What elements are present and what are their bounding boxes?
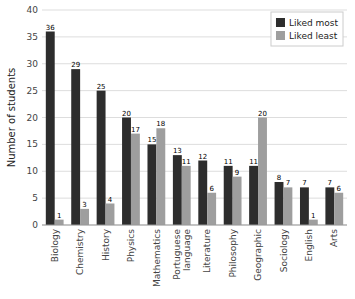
data-label: 7 bbox=[286, 179, 290, 187]
data-label: 20 bbox=[258, 110, 267, 118]
legend-box bbox=[271, 12, 343, 46]
grid bbox=[42, 10, 347, 225]
data-label: 7 bbox=[328, 179, 332, 187]
legend-swatch bbox=[276, 31, 285, 40]
y-tick-label: 40 bbox=[27, 5, 39, 15]
data-label: 4 bbox=[108, 196, 113, 204]
x-tick-label: Geographic bbox=[253, 229, 263, 281]
legend-label: Liked least bbox=[289, 31, 338, 41]
grid-line bbox=[42, 171, 347, 172]
data-label: 11 bbox=[224, 158, 233, 166]
data-label: 11 bbox=[249, 158, 258, 166]
grid-line bbox=[42, 10, 347, 11]
data-label: 18 bbox=[156, 120, 165, 128]
grid-line bbox=[42, 90, 347, 91]
y-tick-label: 25 bbox=[27, 86, 38, 96]
bar bbox=[80, 209, 89, 225]
x-tick-label: Mathematics bbox=[152, 229, 162, 287]
x-axis-line bbox=[42, 225, 347, 226]
bar bbox=[173, 155, 182, 225]
data-label: 25 bbox=[97, 83, 106, 91]
x-tick-label: Chemistry bbox=[75, 228, 85, 275]
y-tick-label: 20 bbox=[27, 113, 39, 123]
x-tick-label: Physics bbox=[126, 229, 136, 263]
y-axis: 0 5 10 15 20 25 30 35 40 bbox=[27, 5, 39, 230]
bar bbox=[249, 166, 258, 225]
legend-swatch bbox=[276, 18, 285, 27]
data-label: 29 bbox=[71, 61, 80, 69]
x-tick-label: English bbox=[304, 229, 314, 262]
bar bbox=[207, 193, 216, 225]
data-label: 3 bbox=[82, 201, 86, 209]
grid-line bbox=[42, 117, 347, 118]
x-tick-label: Portugueselanguage bbox=[172, 229, 192, 280]
legend: Liked most Liked least bbox=[271, 12, 343, 46]
y-tick-label: 0 bbox=[32, 220, 38, 230]
x-tick-label: Philosophy bbox=[228, 228, 238, 277]
bar bbox=[71, 69, 80, 225]
bar bbox=[147, 144, 156, 225]
y-tick-label: 5 bbox=[32, 193, 38, 203]
x-axis: Biology Chemistry History Physics Mathematic… bbox=[50, 228, 340, 287]
data-label: 15 bbox=[147, 136, 156, 144]
x-tick-label: Sociology bbox=[279, 228, 289, 272]
grid-line bbox=[42, 63, 347, 64]
x-tick-label: History bbox=[101, 228, 111, 261]
chart: 0510152025303540Number of students362925… bbox=[0, 0, 355, 299]
data-label: 17 bbox=[131, 126, 140, 134]
data-label: 12 bbox=[198, 153, 207, 161]
bar bbox=[46, 32, 55, 226]
bar bbox=[309, 220, 318, 225]
y-tick-label: 30 bbox=[27, 59, 39, 69]
bar bbox=[233, 177, 242, 225]
data-label: 6 bbox=[337, 185, 342, 193]
data-label: 20 bbox=[122, 110, 131, 118]
bars bbox=[46, 32, 343, 226]
data-label: 1 bbox=[311, 212, 315, 220]
bar bbox=[97, 91, 106, 225]
bar bbox=[122, 118, 131, 226]
bar bbox=[156, 128, 165, 225]
y-axis-label: Number of students bbox=[6, 68, 17, 168]
data-label: 1 bbox=[57, 212, 61, 220]
data-label: 7 bbox=[302, 179, 306, 187]
bar bbox=[224, 166, 233, 225]
data-label: 36 bbox=[46, 24, 55, 32]
x-tick-label: Biology bbox=[50, 228, 60, 262]
data-label: 11 bbox=[182, 158, 191, 166]
legend-label: Liked most bbox=[289, 18, 338, 28]
bar bbox=[258, 118, 267, 226]
bar bbox=[334, 193, 343, 225]
bar bbox=[106, 204, 115, 226]
y-tick-label: 15 bbox=[27, 139, 38, 149]
grid-line bbox=[42, 225, 347, 226]
grid-line bbox=[42, 144, 347, 145]
bar bbox=[300, 187, 309, 225]
data-labels: 3629252015131211118771341718116920716 bbox=[46, 24, 342, 220]
x-tick-label: Arts bbox=[329, 229, 339, 247]
x-tick-label: Literature bbox=[202, 229, 212, 274]
data-label: 8 bbox=[277, 174, 281, 182]
data-label: 9 bbox=[235, 169, 239, 177]
bar bbox=[55, 220, 64, 225]
y-tick-label: 10 bbox=[27, 166, 39, 176]
bar bbox=[283, 187, 292, 225]
bar bbox=[198, 161, 207, 226]
bar bbox=[275, 182, 284, 225]
y-tick-label: 35 bbox=[27, 32, 38, 42]
bar bbox=[131, 134, 140, 225]
bar bbox=[325, 187, 334, 225]
data-label: 13 bbox=[173, 147, 182, 155]
data-label: 6 bbox=[209, 185, 214, 193]
bar bbox=[182, 166, 191, 225]
